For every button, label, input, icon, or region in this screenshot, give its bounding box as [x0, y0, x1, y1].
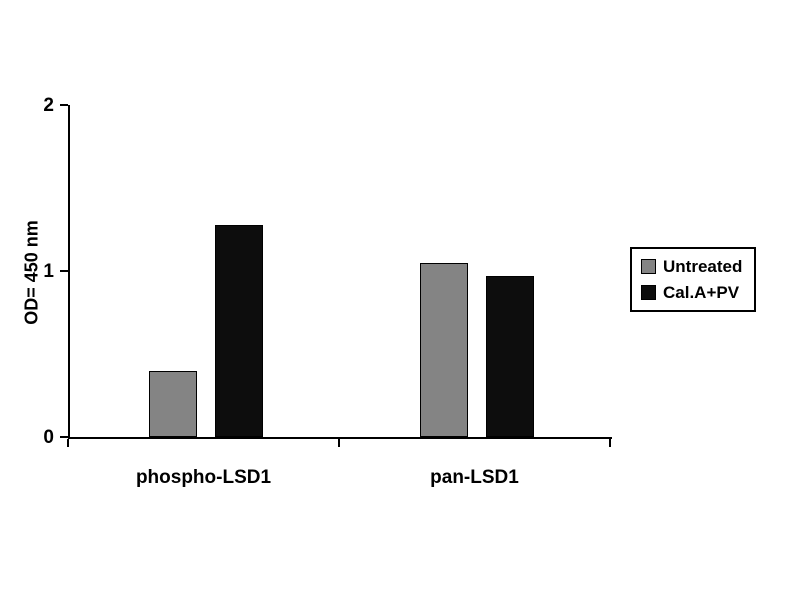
x-tick-mark	[609, 439, 611, 447]
y-tick-label: 2	[43, 95, 54, 116]
legend-item: Untreated	[641, 258, 742, 275]
bar-untreated	[148, 370, 197, 437]
y-tick-label: 1	[43, 261, 54, 282]
y-tick-mark	[60, 104, 68, 106]
legend-label: Cal.A+PV	[663, 283, 740, 302]
legend-swatch	[641, 285, 656, 300]
y-tick-label: 0	[43, 427, 54, 448]
bar-untreated	[419, 262, 468, 437]
legend-item: Cal.A+PV	[641, 284, 742, 301]
legend-label: Untreated	[663, 257, 743, 276]
legend: Untreated Cal.A+PV	[630, 247, 757, 312]
x-tick-mark	[338, 439, 340, 447]
y-tick-mark	[60, 436, 68, 438]
legend-swatch	[641, 259, 656, 274]
x-tick-mark	[67, 439, 69, 447]
x-category-label: pan-LSD1	[430, 467, 519, 488]
bar-cal-a-pv	[485, 275, 534, 437]
x-category-label: phospho-LSD1	[135, 467, 272, 488]
bar-cal-a-pv	[214, 224, 263, 437]
y-tick-mark	[60, 270, 68, 272]
plot-area	[68, 105, 612, 439]
